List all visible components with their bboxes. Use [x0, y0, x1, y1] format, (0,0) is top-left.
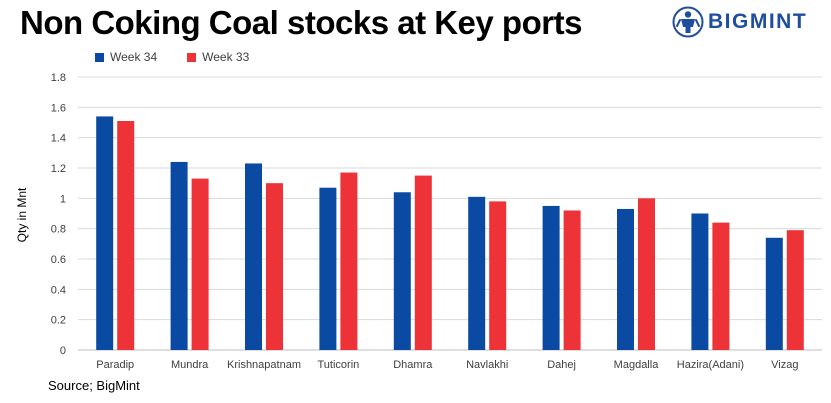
x-axis: Paradip Mundra Krishnapatnam Tuticorin Dhamr… [96, 359, 798, 371]
grid-lines [78, 76, 822, 351]
bar-week-34-dhamra [393, 192, 411, 350]
x-tick-label: Tuticorin [318, 359, 360, 371]
y-tick-label: 1.2 [51, 163, 66, 175]
y-tick-label: 0.4 [51, 284, 66, 296]
legend-label-week-34: Week 34 [110, 50, 158, 64]
bar-week-34-vizag [765, 237, 783, 350]
x-tick-label: Dhamra [393, 359, 433, 371]
y-tick-label: 1 [60, 193, 66, 205]
y-tick-label: 0.6 [51, 254, 66, 266]
source-note: Source; BigMint [48, 378, 140, 393]
bar-week-34-magdalla [617, 208, 634, 350]
bar-week-34-krishnapatnam [245, 163, 262, 350]
y-tick-label: 1.8 [51, 72, 66, 84]
legend-item-week-33: Week 33 [187, 50, 249, 64]
bar-week-33-navlakhi [489, 201, 507, 350]
bar-week-34-hazira-adani- [691, 213, 709, 350]
legend-item-week-34: Week 34 [95, 50, 157, 64]
y-tick-label: 1.4 [51, 133, 66, 145]
bars [96, 116, 804, 350]
bar-week-33-hazira-adani- [712, 222, 730, 350]
brand-name: BIGMINT [708, 10, 808, 33]
y-tick-label: 0 [60, 345, 66, 357]
bar-week-33-paradip [117, 120, 135, 350]
chart-legend: Week 34 Week 33 [95, 50, 279, 64]
bar-week-33-krishnapatnam [266, 183, 283, 350]
person-logo-icon [672, 6, 704, 38]
y-axis-label: Qty in Mnt [15, 187, 29, 242]
legend-swatch-week-34 [95, 52, 104, 62]
x-tick-label: Mundra [171, 359, 209, 371]
brand-logo: BIGMINT [672, 6, 807, 38]
bar-week-34-paradip [96, 116, 114, 350]
bar-week-33-vizag [786, 230, 804, 350]
x-tick-label: Dahej [547, 359, 576, 371]
bar-week-34-mundra [170, 161, 188, 350]
chart-title: Non Coking Coal stocks at Key ports [20, 4, 582, 41]
y-tick-label: 0.8 [51, 224, 66, 236]
x-tick-label: Vizag [771, 359, 798, 371]
x-tick-label: Krishnapatnam [227, 359, 301, 371]
y-tick-label: 0.2 [51, 315, 66, 327]
y-tick-label: 1.6 [51, 102, 66, 114]
legend-label-week-33: Week 33 [202, 50, 250, 64]
x-tick-label: Magdalla [614, 359, 660, 371]
bar-week-33-tuticorin [340, 172, 358, 350]
x-tick-label: Hazira(Adani) [677, 359, 744, 371]
bar-week-33-dahej [563, 210, 581, 350]
bar-week-34-tuticorin [319, 187, 337, 350]
bar-week-33-dhamra [414, 175, 432, 350]
y-axis: 0 0.2 0.4 0.6 0.8 1 1.2 1.4 1.6 1.8 [51, 72, 66, 357]
bar-week-33-mundra [191, 178, 209, 350]
bar-week-33-magdalla [638, 198, 655, 350]
bar-week-34-dahej [542, 205, 560, 350]
x-tick-label: Navlakhi [466, 359, 508, 371]
legend-swatch-week-33 [187, 52, 197, 62]
bar-week-34-navlakhi [468, 196, 486, 350]
x-tick-label: Paradip [96, 359, 134, 371]
